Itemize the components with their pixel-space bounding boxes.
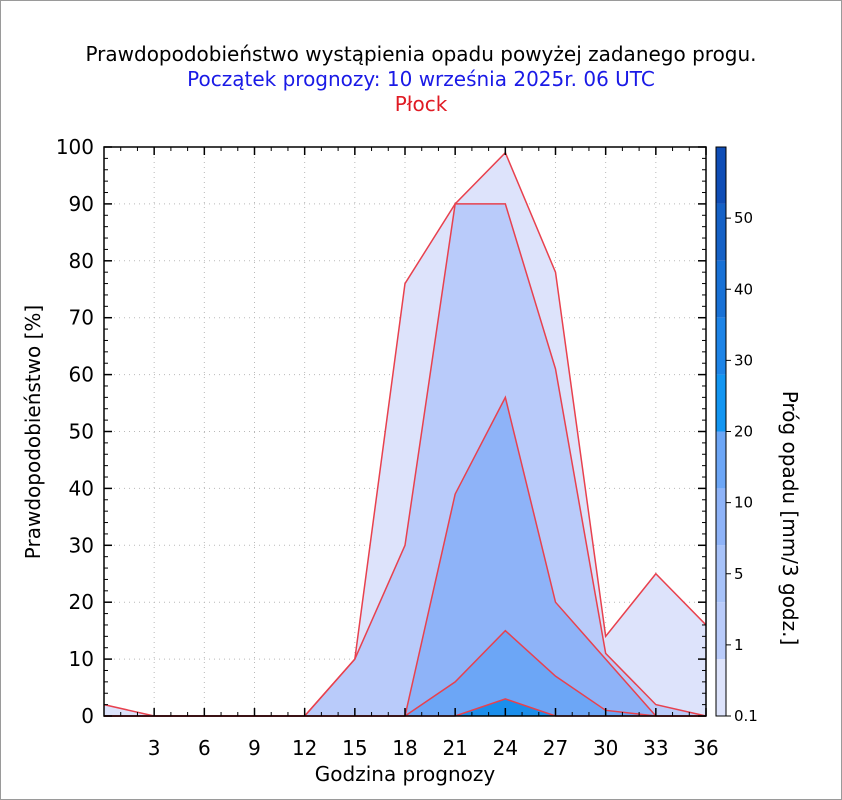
x-tick-label: 33	[643, 736, 668, 760]
colorbar-title: Próg opadu [mm/3 godz.]	[778, 391, 802, 646]
x-tick-label: 27	[543, 736, 568, 760]
colorbar-tick-label: 10	[734, 494, 753, 512]
colorbar-band	[716, 659, 726, 716]
colorbar-tick-label: 5	[734, 565, 744, 583]
x-tick-label: 3	[148, 736, 161, 760]
colorbar-tick-label: 50	[734, 209, 753, 227]
y-tick-label: 10	[69, 647, 94, 671]
colorbar-band	[716, 147, 726, 204]
x-tick-label: 15	[342, 736, 367, 760]
x-tick-label: 9	[248, 736, 261, 760]
x-tick-label: 36	[693, 736, 718, 760]
colorbar-band	[716, 545, 726, 603]
y-tick-label: 80	[69, 249, 94, 273]
chart-title: Prawdopodobieństwo wystąpienia opadu pow…	[85, 42, 757, 66]
colorbar-tick-label: 20	[734, 423, 753, 441]
colorbar-tick-label: 40	[734, 280, 753, 298]
threshold-colorbar: 0.1 1 5 10 20 30 40 50	[715, 146, 758, 725]
area-threshold-1	[104, 203, 706, 716]
colorbar-band	[716, 374, 726, 432]
y-tick-label: 90	[69, 192, 94, 216]
x-tick-label: 30	[593, 736, 618, 760]
x-tick-label: 18	[392, 736, 417, 760]
x-tick-label: 21	[442, 736, 467, 760]
y-tick-label: 40	[69, 476, 94, 500]
y-tick-label: 20	[69, 590, 94, 614]
y-tick-label: 30	[69, 533, 94, 557]
x-axis-title: Godzina prognozy	[315, 762, 496, 786]
forecast-start-subtitle: Początek prognozy: 10 września 2025r. 06…	[187, 67, 655, 91]
colorbar-tick-label: 0.1	[734, 707, 758, 725]
x-tick-label: 24	[493, 736, 518, 760]
y-tick-label: 70	[69, 306, 94, 330]
colorbar-band	[716, 260, 726, 318]
colorbar-band	[716, 488, 726, 546]
location-label: Płock	[394, 92, 448, 116]
colorbar-tick-label: 1	[734, 636, 744, 654]
y-tick-label: 60	[69, 363, 94, 387]
colorbar-band	[716, 203, 726, 261]
area-threshold-10	[104, 630, 706, 716]
y-tick-label: 50	[69, 420, 94, 444]
colorbar-band	[716, 317, 726, 375]
colorbar-tick-label: 30	[734, 351, 753, 369]
y-tick-label: 0	[81, 704, 94, 728]
y-axis-title: Prawdopodobieństwo [%]	[21, 305, 45, 559]
x-tick-label: 12	[292, 736, 317, 760]
area-threshold-5	[104, 397, 706, 716]
colorbar-band	[716, 602, 726, 660]
x-tick-label: 6	[198, 736, 211, 760]
colorbar-band	[716, 431, 726, 489]
y-tick-label: 100	[56, 135, 94, 159]
